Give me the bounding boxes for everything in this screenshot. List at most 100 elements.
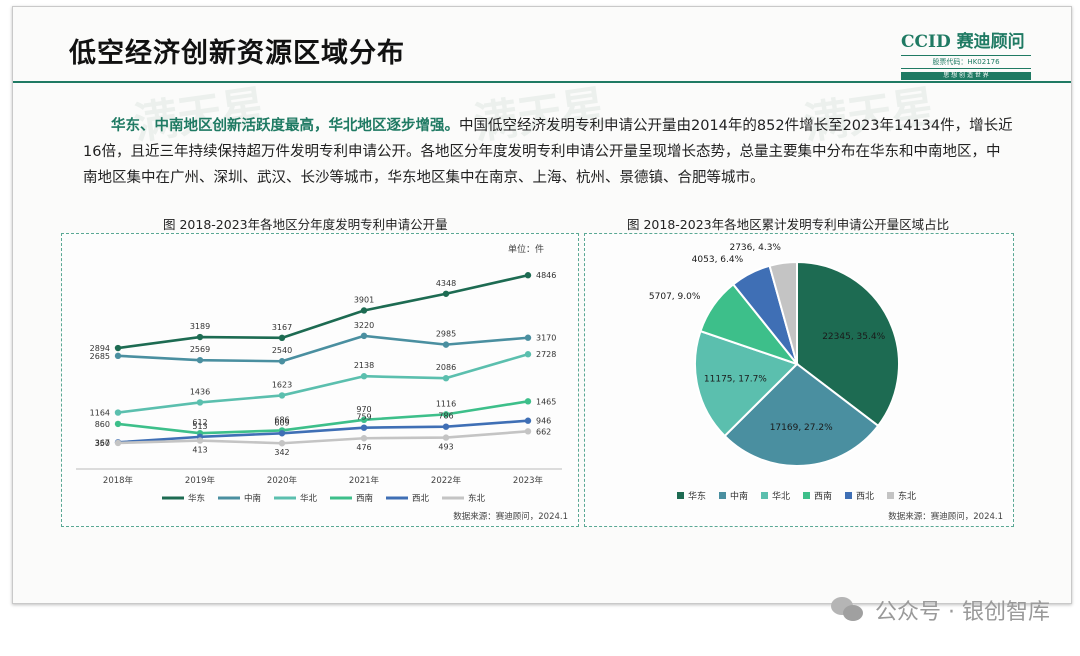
- data-point: [524, 398, 532, 405]
- data-label: 786: [438, 412, 453, 421]
- legend-swatch-东北: [887, 492, 894, 499]
- data-label: 4846: [536, 271, 556, 280]
- x-tick-label: 2019年: [185, 475, 216, 486]
- data-point: [114, 439, 122, 447]
- pie-data-label: 11175, 17.7%: [704, 374, 767, 384]
- data-point: [524, 351, 532, 358]
- pie-chart-panel: 22345, 35.4% 17169, 27.2% 11175, 17.7% 5707…: [584, 233, 1014, 527]
- x-tick-label: 2020年: [267, 475, 298, 486]
- legend-label: 东北: [468, 493, 486, 504]
- data-label: 759: [356, 413, 371, 422]
- series-line-中南: [117, 334, 529, 363]
- pie-slice-华东: [796, 260, 900, 428]
- data-label: 513: [192, 422, 207, 431]
- data-label: 1623: [272, 380, 292, 389]
- source-note: 数据来源：赛迪顾问，2024.1: [888, 511, 1003, 522]
- data-point: [196, 333, 204, 341]
- data-label: 612: [192, 418, 207, 427]
- data-label: 1164: [90, 409, 110, 418]
- brand-slogan: 思 想 创 造 世 界: [901, 72, 1031, 80]
- data-label: 860: [95, 420, 110, 429]
- header-divider: [13, 81, 1071, 83]
- x-tick-label: 2021年: [349, 475, 380, 486]
- data-point: [114, 409, 122, 416]
- data-point: [524, 272, 532, 279]
- pie-chart-title: 图 2018-2023年各地区累计发明专利申请公开量区域占比: [627, 217, 950, 232]
- data-label: 2086: [436, 363, 456, 372]
- data-point: [196, 356, 204, 364]
- data-point: [360, 307, 368, 314]
- pie-data-label: 4053, 6.4%: [692, 255, 744, 265]
- data-point: [442, 411, 450, 418]
- data-point: [196, 437, 204, 444]
- data-point: [360, 373, 368, 380]
- data-point: [442, 434, 450, 441]
- legend-label: 华东: [688, 490, 706, 502]
- series-line-西南: [117, 400, 529, 435]
- data-label: 2894: [90, 344, 110, 353]
- x-tick-label: 2022年: [431, 475, 462, 486]
- legend-label: 华北: [300, 493, 318, 504]
- data-label: 476: [356, 443, 371, 452]
- data-label: 662: [536, 427, 551, 436]
- series-line-西北: [117, 419, 529, 444]
- data-label: 413: [192, 446, 207, 455]
- data-point: [278, 392, 286, 399]
- data-point: [442, 341, 450, 348]
- data-point: [114, 352, 122, 360]
- data-point: [114, 344, 122, 352]
- series-line-华北: [117, 352, 529, 414]
- data-point: [442, 423, 450, 430]
- data-point: [524, 428, 532, 435]
- data-point: [442, 290, 450, 297]
- wechat-icon: [831, 597, 865, 623]
- legend-swatch-西北: [845, 492, 852, 499]
- data-label: 4348: [436, 279, 456, 288]
- legend-swatch-中南: [719, 492, 726, 499]
- data-point: [278, 440, 286, 447]
- data-label: 3220: [354, 321, 374, 330]
- legend-label: 中南: [244, 493, 261, 504]
- data-label: 2569: [190, 345, 210, 354]
- brand-logo: CCID 赛迪顾问 股票代码：HK02176 思 想 创 造 世 界: [901, 27, 1031, 80]
- brand-code: 股票代码：HK02176: [901, 55, 1031, 69]
- data-label: 3901: [354, 295, 374, 304]
- x-tick-label: 2018年: [103, 475, 134, 486]
- data-point: [524, 334, 532, 341]
- data-label: 3167: [272, 323, 292, 332]
- data-label: 3189: [190, 322, 210, 331]
- data-point: [360, 424, 368, 431]
- data-point: [278, 358, 286, 365]
- legend-label: 西南: [814, 490, 832, 502]
- legend-label: 华东: [188, 493, 205, 504]
- pie-slice-华北: [694, 329, 799, 438]
- data-label: 2685: [90, 352, 110, 361]
- line-chart: 单位：件 2018年 2019年 2020年 2021年 2022年 2023年 2894 31…: [76, 243, 568, 522]
- data-point: [278, 430, 286, 437]
- series-line-东北: [117, 430, 529, 445]
- data-label: 1436: [190, 387, 210, 396]
- series-line-华东: [117, 273, 529, 350]
- wechat-account-label: 公众号 · 银创智库: [875, 600, 1050, 625]
- brand-name: CCID 赛迪顾问: [901, 32, 1025, 52]
- data-label: 3170: [536, 334, 556, 343]
- data-point: [196, 399, 204, 406]
- data-label: 2138: [354, 361, 374, 370]
- summary-paragraph: 华东、中南地区创新活跃度最高，华北地区逐步增强。中国低空经济发明专利申请公开量由…: [83, 113, 1013, 191]
- line-chart-title: 图 2018-2023年各地区分年度发明专利申请公开量: [163, 217, 448, 232]
- pie-data-label: 2736, 4.3%: [729, 243, 781, 253]
- data-point: [360, 332, 368, 340]
- x-tick-label: 2023年: [513, 475, 544, 486]
- pie-data-label: 17169, 27.2%: [770, 423, 833, 433]
- data-label: 970: [356, 405, 371, 414]
- legend-label: 西北: [856, 491, 874, 502]
- data-label: 609: [274, 418, 289, 427]
- data-point: [114, 420, 122, 428]
- legend-label: 华北: [772, 490, 790, 502]
- data-label: 2728: [536, 350, 556, 359]
- page-title: 低空经济创新资源区域分布: [69, 38, 405, 69]
- data-label: 350: [95, 439, 110, 448]
- data-point: [442, 374, 450, 382]
- legend-label: 东北: [898, 490, 916, 502]
- data-label: 1116: [436, 399, 456, 408]
